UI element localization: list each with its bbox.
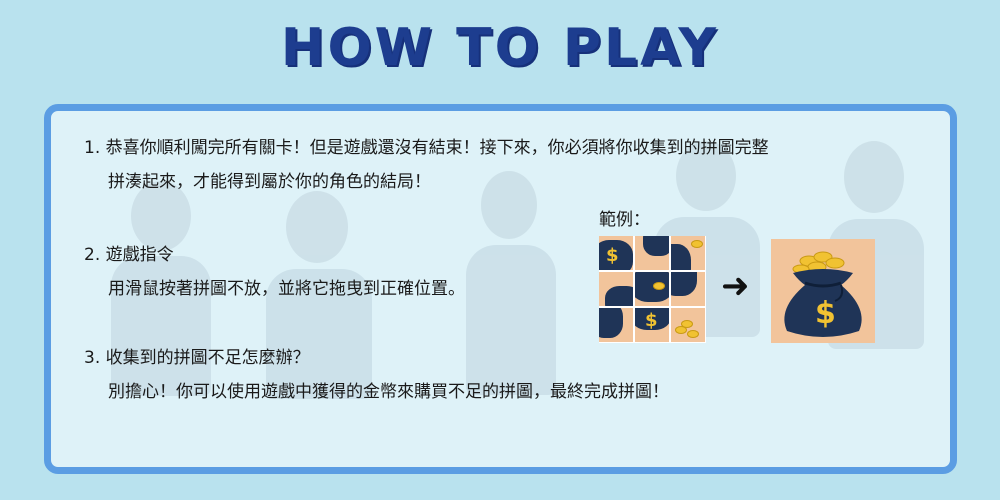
puzzle-tile xyxy=(635,272,669,306)
puzzle-tile xyxy=(635,236,669,270)
step-1-number: 1. xyxy=(84,138,101,158)
puzzle-tile xyxy=(671,236,705,270)
example-label: 範例： xyxy=(599,210,650,230)
svg-text:$: $ xyxy=(815,296,836,331)
puzzle-tile xyxy=(671,272,705,306)
page-title: HOW TO PLAY xyxy=(280,18,720,78)
step-1-line-2: 拼湊起來，才能得到屬於你的角色的結局！ xyxy=(108,172,431,192)
step-2-heading: 遊戲指令 xyxy=(105,245,174,265)
step-1: 1. 恭喜你順利闖完所有關卡！但是遊戲還沒有結束！接下來，你必須將你收集到的拼圖… xyxy=(84,131,769,199)
puzzle-tile xyxy=(671,308,705,342)
step-3-heading: 收集到的拼圖不足怎麼辦？ xyxy=(105,348,310,368)
background-character-woman xyxy=(441,171,581,411)
puzzle-tile: $ xyxy=(635,308,669,342)
step-2-number: 2. xyxy=(84,245,101,265)
step-1-line-1: 恭喜你順利闖完所有關卡！但是遊戲還沒有結束！接下來，你必須將你收集到的拼圖完整 xyxy=(105,138,769,158)
arrow-right-icon: ➜ xyxy=(721,266,750,306)
puzzle-tile: $ xyxy=(599,236,633,270)
money-bag-icon: $ xyxy=(784,251,862,337)
step-2-line-2: 用滑鼠按著拼圖不放，並將它拖曳到正確位置。 xyxy=(108,279,465,299)
scrambled-puzzle-example: $ $ xyxy=(599,236,706,343)
step-2: 2. 遊戲指令 用滑鼠按著拼圖不放，並將它拖曳到正確位置。 xyxy=(84,238,465,306)
step-3: 3. 收集到的拼圖不足怎麼辦？ 別擔心！你可以使用遊戲中獲得的金幣來購買不足的拼… xyxy=(84,341,669,409)
instructions-panel: 1. 恭喜你順利闖完所有關卡！但是遊戲還沒有結束！接下來，你必須將你收集到的拼圖… xyxy=(44,104,957,474)
puzzle-tile xyxy=(599,308,633,342)
background-character-police xyxy=(251,191,391,411)
background-character-detective xyxy=(91,181,231,411)
puzzle-tile xyxy=(599,272,633,306)
step-3-number: 3. xyxy=(84,348,101,368)
completed-money-bag-example: $ xyxy=(771,239,875,343)
step-3-line-2: 別擔心！你可以使用遊戲中獲得的金幣來購買不足的拼圖，最終完成拼圖！ xyxy=(108,382,669,402)
